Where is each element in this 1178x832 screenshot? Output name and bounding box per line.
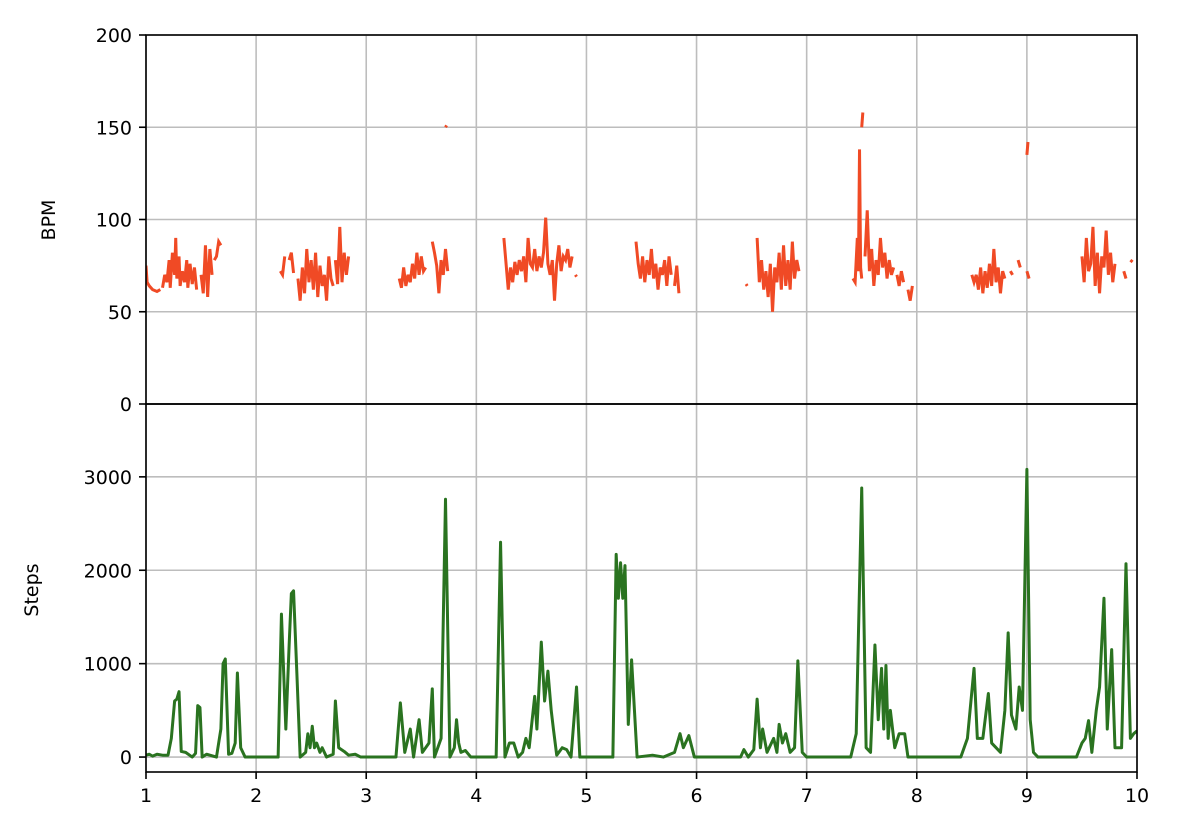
y-tick-label: 0 (120, 747, 132, 769)
y-tick-label: 150 (96, 117, 132, 139)
bpm-segment (1129, 258, 1134, 264)
bpm-segment (430, 241, 450, 294)
y-tick-label: 100 (96, 210, 132, 232)
axes-frame (145, 403, 1138, 773)
bpm-segment (863, 210, 896, 287)
y-tick-label: 50 (108, 302, 132, 324)
bpm-segment (1025, 141, 1030, 156)
bpm-segment (895, 270, 906, 287)
bottom-ylabel: Steps (21, 563, 43, 616)
bpm-segment (673, 265, 681, 294)
bpm-segment (502, 217, 574, 301)
bpm-segment (860, 112, 865, 128)
bpm-segment (1080, 226, 1117, 294)
bpm-segment (296, 248, 335, 301)
y-tick-label: 3000 (84, 467, 132, 489)
top-ylabel: BPM (38, 200, 60, 241)
bpm-segment (970, 248, 1007, 294)
bpm-segment (333, 226, 351, 285)
bpm-segment (279, 256, 287, 280)
y-tick-label: 200 (96, 25, 132, 47)
y-tick-label: 1000 (84, 654, 132, 676)
x-tick-label: 5 (580, 785, 592, 807)
bpm-segment (1025, 270, 1031, 279)
bpm-segment (755, 237, 801, 312)
bpm-segment (199, 245, 214, 298)
bpm-segment (212, 237, 223, 261)
x-tick-label: 6 (691, 785, 703, 807)
bpm-segment (574, 274, 578, 278)
bpm-segment (851, 149, 864, 288)
x-tick-label: 8 (911, 785, 923, 807)
bpm-segment (287, 252, 296, 274)
bpm-segment (397, 252, 427, 289)
x-tick-label: 10 (1125, 785, 1149, 807)
steps-line (146, 467, 1137, 759)
bpm-segment (146, 265, 162, 294)
x-tick-label: 3 (360, 785, 372, 807)
x-tick-label: 9 (1021, 785, 1033, 807)
x-tick-label: 1 (140, 785, 152, 807)
bpm-segment (906, 285, 914, 301)
bpm-segment (744, 283, 749, 287)
x-tick-label: 2 (250, 785, 262, 807)
x-tick-label: 4 (470, 785, 482, 807)
bpm-segment (634, 241, 673, 290)
y-tick-label: 0 (120, 394, 132, 416)
bpm-segment (161, 237, 199, 290)
plots (146, 112, 1137, 759)
bpm-segment (1009, 270, 1014, 276)
bpm-segment (444, 124, 448, 129)
bpm-segment (1122, 270, 1128, 279)
bpm-segment (1016, 259, 1022, 268)
y-tick-label: 2000 (84, 560, 132, 582)
x-tick-label: 7 (801, 785, 813, 807)
